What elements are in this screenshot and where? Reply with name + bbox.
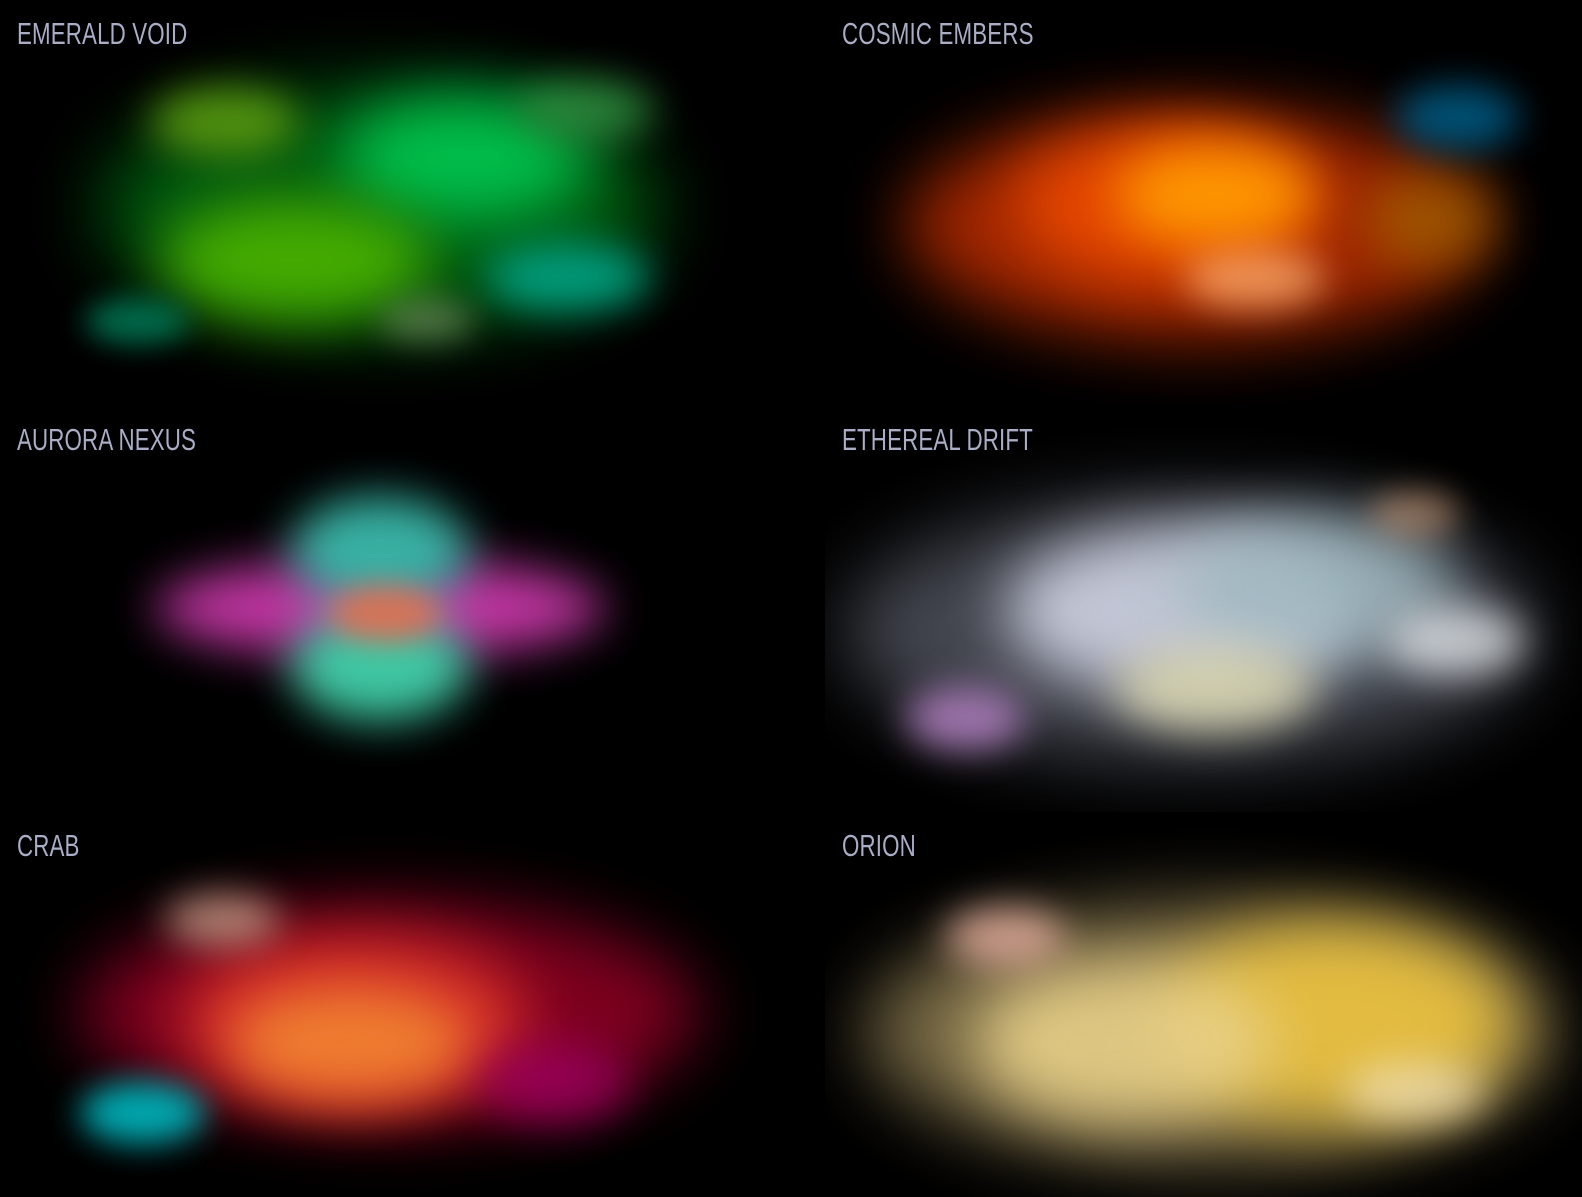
- nebula-visual: [825, 406, 1582, 812]
- nebula-title: CRAB: [17, 828, 80, 863]
- nebula-card-aurora-nexus[interactable]: AURORA NEXUS: [0, 406, 791, 812]
- nebula-title: COSMIC EMBERS: [842, 16, 1034, 51]
- nebula-visual: [825, 0, 1582, 406]
- nebula-title: AURORA NEXUS: [17, 422, 197, 457]
- nebula-card-ethereal-drift[interactable]: ETHEREAL DRIFT: [825, 406, 1582, 812]
- nebula-visual: [0, 0, 791, 406]
- nebula-card-crab[interactable]: CRAB: [0, 812, 791, 1197]
- nebula-card-orion[interactable]: ORION: [825, 812, 1582, 1197]
- nebula-card-emerald-void[interactable]: EMERALD VOID: [0, 0, 791, 406]
- nebula-card-cosmic-embers[interactable]: COSMIC EMBERS: [825, 0, 1582, 406]
- nebula-visual: [0, 406, 791, 812]
- nebula-title: ETHEREAL DRIFT: [842, 422, 1033, 457]
- nebula-title: EMERALD VOID: [17, 16, 188, 51]
- nebula-visual: [825, 812, 1582, 1197]
- nebula-title: ORION: [842, 828, 916, 863]
- nebula-visual: [0, 812, 791, 1197]
